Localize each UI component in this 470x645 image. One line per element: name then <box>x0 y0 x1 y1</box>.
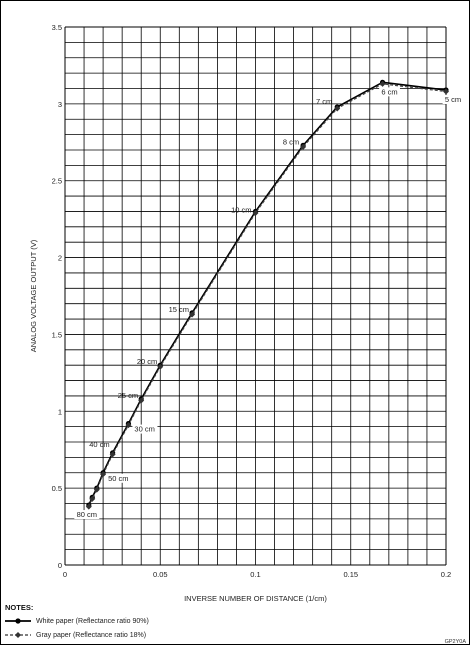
series-point-diamond <box>443 88 449 95</box>
legend-entry-white-paper: White paper (Reflectance ratio 90%) <box>36 618 149 625</box>
legend-marker-diamond <box>15 632 21 638</box>
point-label: 7 cm <box>316 97 332 106</box>
figure-code: GP2Y0A <box>444 639 466 645</box>
y-tick-label: 2 <box>58 254 62 263</box>
y-tick-label: 1.5 <box>52 330 62 339</box>
point-label: 10 cm <box>231 205 251 214</box>
point-label: 40 cm <box>89 440 109 449</box>
data-series <box>85 79 449 510</box>
point-label-background <box>442 95 464 105</box>
series-point-diamond <box>379 80 386 87</box>
x-tick-label: 0.15 <box>343 570 358 579</box>
legend-entry-gray-paper: Gray paper (Reflectance ratio 18%) <box>36 632 147 639</box>
point-label: 5 cm <box>445 95 461 104</box>
point-labels: 80 cm 50 cm 40 cm 30 cm 25 cm 20 cm 15 cm 10 cm… <box>74 87 464 520</box>
x-tick-label: 0.2 <box>441 570 451 579</box>
series-point-diamond <box>189 311 196 318</box>
series-point-diamond <box>157 363 164 370</box>
point-label: 8 cm <box>283 137 299 146</box>
y-tick-label: 2.5 <box>52 177 62 186</box>
x-tick-label: 0.05 <box>153 570 168 579</box>
point-label: 15 cm <box>169 305 189 314</box>
legend-icons <box>5 618 31 638</box>
series-point-diamond <box>100 471 107 478</box>
series-point-diamond <box>85 503 92 510</box>
y-tick-label: 3 <box>58 100 62 109</box>
point-label-background <box>132 424 158 434</box>
point-label: 6 cm <box>381 87 397 96</box>
chart-grid <box>64 26 447 566</box>
axis-ticks: 0 0.05 0.1 0.15 0.2 0 0.5 1 1.5 2 2.5 3 3.5 <box>52 23 452 579</box>
point-label: 80 cm <box>77 510 97 519</box>
point-label-background <box>379 87 400 97</box>
series-point-diamond <box>89 495 96 502</box>
point-label: 25 cm <box>118 391 138 400</box>
series-point-diamond <box>252 209 259 216</box>
series-point-diamond <box>138 397 145 404</box>
point-label-background <box>74 510 100 520</box>
point-label: 20 cm <box>137 357 157 366</box>
y-tick-label: 0 <box>58 561 62 570</box>
series-point-diamond <box>334 105 341 112</box>
y-tick-label: 1 <box>58 407 62 416</box>
series-line <box>88 83 447 507</box>
series-point-diamond <box>93 486 100 493</box>
x-tick-label: 0.1 <box>250 570 260 579</box>
notes-title: NOTES: <box>5 603 34 612</box>
series-point-diamond <box>125 422 132 429</box>
series-point-diamond <box>109 451 116 458</box>
x-tick-label: 0 <box>63 570 67 579</box>
legend-marker-circle <box>15 618 21 624</box>
x-axis-label: INVERSE NUMBER OF DISTANCE (1/cm) <box>184 594 327 603</box>
point-label-background <box>106 473 132 483</box>
y-tick-label: 0.5 <box>52 484 62 493</box>
series-point-diamond <box>300 143 307 150</box>
y-axis-label: ANALOG VOLTAGE OUTPUT (V) <box>29 239 38 352</box>
point-label: 50 cm <box>108 474 128 483</box>
point-label: 30 cm <box>134 425 154 434</box>
y-tick-label: 3.5 <box>52 23 62 32</box>
